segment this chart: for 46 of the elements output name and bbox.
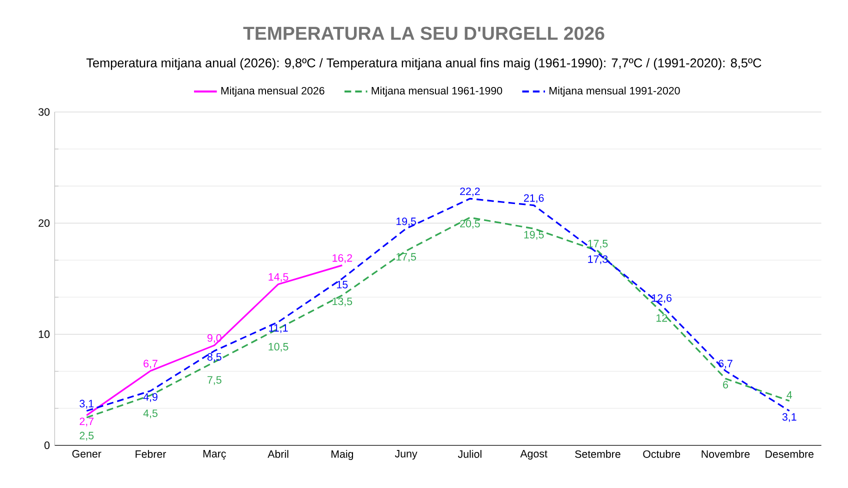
data-label: 6,7 xyxy=(144,360,158,369)
data-label: 7,5 xyxy=(208,376,222,385)
data-label: 14,5 xyxy=(268,273,288,282)
x-tick-label: Febrer xyxy=(136,450,166,458)
data-label: 13,5 xyxy=(332,298,352,306)
data-label: 16,2 xyxy=(332,254,352,264)
x-tick-label: Agost xyxy=(520,450,548,460)
x-tick-label: Setembre xyxy=(575,450,620,458)
legend-label: Mitjana mensual 1991-2020 xyxy=(550,86,680,97)
data-label: 17,5 xyxy=(588,240,608,249)
x-tick-label: Octubre xyxy=(643,450,680,458)
data-label: 3,1 xyxy=(782,413,796,422)
data-label: 4,5 xyxy=(143,410,158,418)
x-tick-label: Novembre xyxy=(702,450,750,458)
chart-subtitle: Temperatura mitjana anual (2026): 9,8ºC / Temperatura mitjana anual fins maig (1961-1990): 7,7ºC / (1991-2020): 8,5ºC xyxy=(86,58,762,70)
data-label: 19,5 xyxy=(396,218,416,226)
data-label: 22,2 xyxy=(460,188,480,196)
data-label: 15 xyxy=(337,280,348,288)
x-tick-label: Juny xyxy=(394,450,418,460)
x-tick-label: Desembre xyxy=(766,450,814,458)
x-tick-label: Març xyxy=(203,450,226,460)
legend-label: Mitjana mensual 1961-1990 xyxy=(372,86,502,97)
data-label: 12,6 xyxy=(652,294,672,304)
y-tick-label: 0 xyxy=(44,442,50,450)
data-label: 4,9 xyxy=(143,393,158,402)
chart-title: TEMPERATURA LA SEU D'URGELL 2026 xyxy=(243,26,604,40)
y-tick-label: 10 xyxy=(38,330,50,338)
data-label: 12 xyxy=(656,314,668,322)
y-tick-label: 20 xyxy=(38,219,50,227)
y-tick-label: 30 xyxy=(38,108,50,116)
x-tick-label: Maig xyxy=(331,450,354,460)
x-tick-label: Abril xyxy=(268,450,288,458)
data-label: 6 xyxy=(723,380,728,388)
data-label: 2,5 xyxy=(80,432,94,441)
legend-label: Mitjana mensual 2026 xyxy=(221,86,324,97)
data-label: 17,3 xyxy=(588,255,608,264)
data-label: 4 xyxy=(786,391,792,399)
data-label: 19,5 xyxy=(524,230,544,240)
data-label: 20,5 xyxy=(460,220,480,229)
data-label: 21,6 xyxy=(524,194,544,204)
data-label: 10,5 xyxy=(268,342,288,352)
data-label: 3,1 xyxy=(80,400,94,409)
data-label: 2,7 xyxy=(80,418,94,426)
x-tick-label: Gener xyxy=(72,450,102,458)
x-tick-label: Juliol xyxy=(458,450,482,458)
data-label: 8,5 xyxy=(207,353,222,362)
